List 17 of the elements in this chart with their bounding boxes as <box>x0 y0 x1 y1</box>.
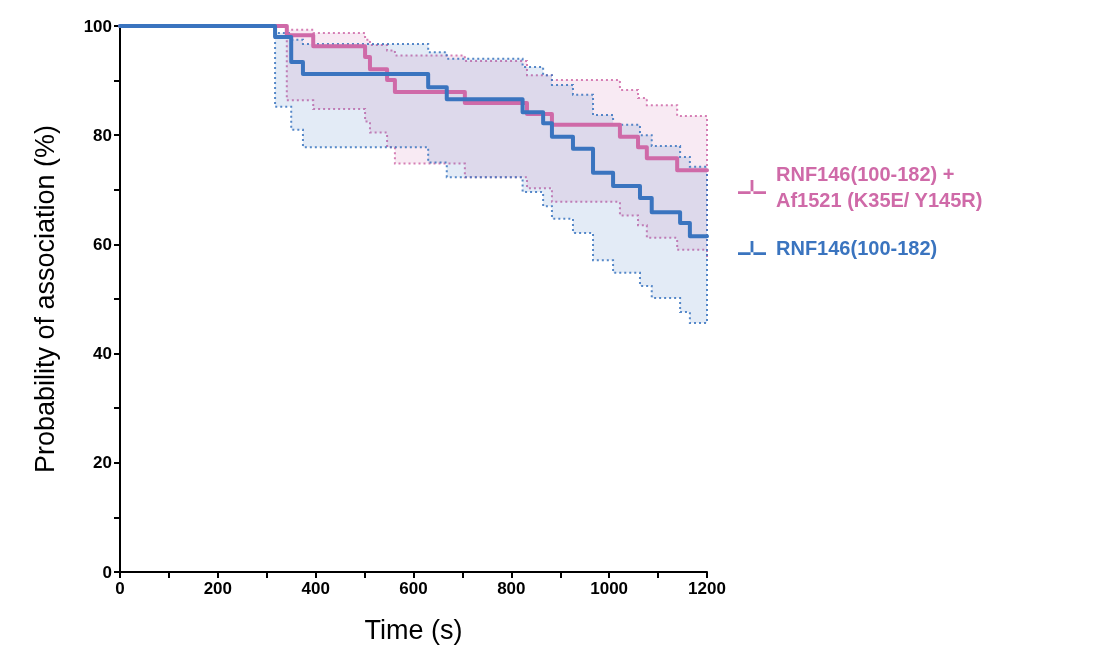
y-tick-label: 20 <box>93 453 112 473</box>
y-tick-label: 80 <box>93 125 112 145</box>
y-tick-label: 0 <box>102 562 112 582</box>
x-tick-label: 1200 <box>688 579 726 598</box>
x-tick-label: 400 <box>301 579 330 598</box>
x-axis-title: Time (s) <box>364 614 463 645</box>
x-tick-label: 200 <box>203 579 233 598</box>
y-tick-label: 40 <box>93 344 112 364</box>
legend-label: RNF146(100-182) + Af1521 (K35E/ Y145R) <box>776 163 983 211</box>
x-tick-label: 0 <box>115 579 125 598</box>
x-tick-label: 800 <box>497 579 526 598</box>
legend-label: RNF146(100-182) <box>776 237 938 259</box>
x-tick-label: 600 <box>399 579 428 598</box>
y-tick-label: 100 <box>83 16 112 36</box>
y-tick-label: 60 <box>93 234 112 254</box>
x-tick-label: 1000 <box>590 579 629 598</box>
y-axis-title: Probability of association (%) <box>29 124 60 474</box>
